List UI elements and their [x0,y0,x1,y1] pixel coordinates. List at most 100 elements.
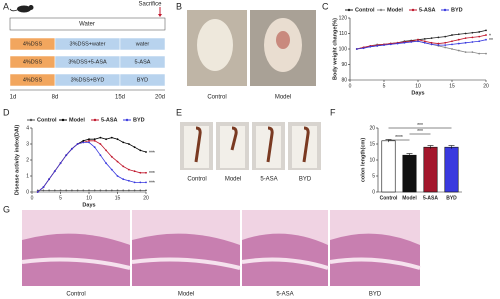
data-point [65,189,68,192]
series-line [37,140,146,193]
data-point [133,146,136,149]
bar [381,140,396,193]
data-point [430,41,433,44]
x-tick-label: 5 [59,195,62,201]
regimen-label: 4%DSS [23,59,43,65]
data-point [471,36,474,39]
tissue [329,257,421,270]
annotation: * [489,33,491,39]
data-point [127,143,130,145]
significance-label: **** [395,135,403,141]
day-label: 1d [10,95,17,101]
regimen-label: 4%DSS [23,41,43,47]
x-tick-label: 20 [143,195,149,201]
x-axis-title: Days [82,202,95,208]
photo [197,19,233,71]
regimen-label: water [135,41,150,47]
data-point [369,45,372,48]
photo-label: Control [187,177,206,183]
y-tick-label: 100 [339,46,348,52]
data-point [105,138,107,141]
data-point [485,29,487,32]
y-tick-label: 120 [339,15,348,21]
legend-label: BYD [451,7,463,13]
legend-swatch [411,8,415,12]
legend-swatch [443,8,447,12]
y-tick-label: 90 [341,62,347,68]
data-point [110,155,113,158]
data-point [145,189,147,192]
annotation: ** [489,38,493,44]
data-point [478,31,481,33]
data-point [355,48,358,50]
y-tick-label: 15 [369,141,375,147]
data-point [82,139,85,142]
panel-label: F [330,107,336,117]
data-point [376,45,379,47]
day-label: 15d [115,95,125,101]
legend-label: BYD [133,117,145,123]
series-line [37,137,147,193]
data-point [403,41,406,44]
data-point [99,189,102,192]
data-point [451,43,453,46]
photo [276,31,290,49]
x-tick-label: 10 [415,83,421,89]
data-point [99,143,102,145]
y-tick-label: 2 [26,157,29,163]
data-point [451,34,453,36]
panel-label: A [3,1,9,11]
data-point [457,49,460,52]
x-tick-label: 0 [349,83,352,89]
data-point [122,189,125,192]
legend-swatch [125,118,129,122]
data-point [122,165,125,168]
data-point [457,38,460,41]
x-tick-label: 20 [483,83,489,89]
error-bar [427,145,434,149]
y-axis-title: Disease activity index(DAI) [14,125,20,195]
colon [230,126,238,151]
annotation: *** [149,171,155,177]
data-point [133,189,136,192]
x-tick-label: BYD [446,195,457,201]
data-point [36,189,39,192]
photo-label: 5-ASA [260,177,277,183]
x-axis-title: Days [411,90,424,96]
water-row [9,17,166,31]
data-point [139,149,142,152]
photo-label: BYD [369,292,382,298]
panel-label: D [3,107,10,117]
regimen-label: 4%DSS [23,77,43,83]
y-tick-label: 80 [341,77,347,83]
regimen-label: BYD [137,77,148,83]
data-point [127,179,130,182]
series-line [37,142,146,193]
data-point [451,40,453,43]
colon [266,126,274,163]
significance-label: *** [417,123,423,129]
data-point [396,42,399,45]
data-point [471,51,474,53]
photo-label: BYD [299,177,312,183]
x-tick-label: 0 [31,195,34,201]
data-point [444,44,447,47]
x-tick-label: 15 [449,83,455,89]
data-point [48,178,50,181]
data-point [88,189,90,192]
data-point [478,40,481,43]
data-point [383,44,385,47]
tissue [21,257,131,270]
data-point [110,136,113,139]
x-tick-label: 15 [115,195,121,201]
data-point [410,41,413,43]
data-point [423,41,426,44]
colon-photos: Control Model 5-ASA BYD [180,122,321,183]
data-point [430,37,433,40]
regimen-box [119,37,166,51]
data-point [417,40,419,43]
colon [194,126,202,163]
y-tick-label: 3 [26,141,29,147]
y-tick-label: 0 [26,189,29,195]
regimen-label: 3%DSS+5-ASA [68,59,107,65]
